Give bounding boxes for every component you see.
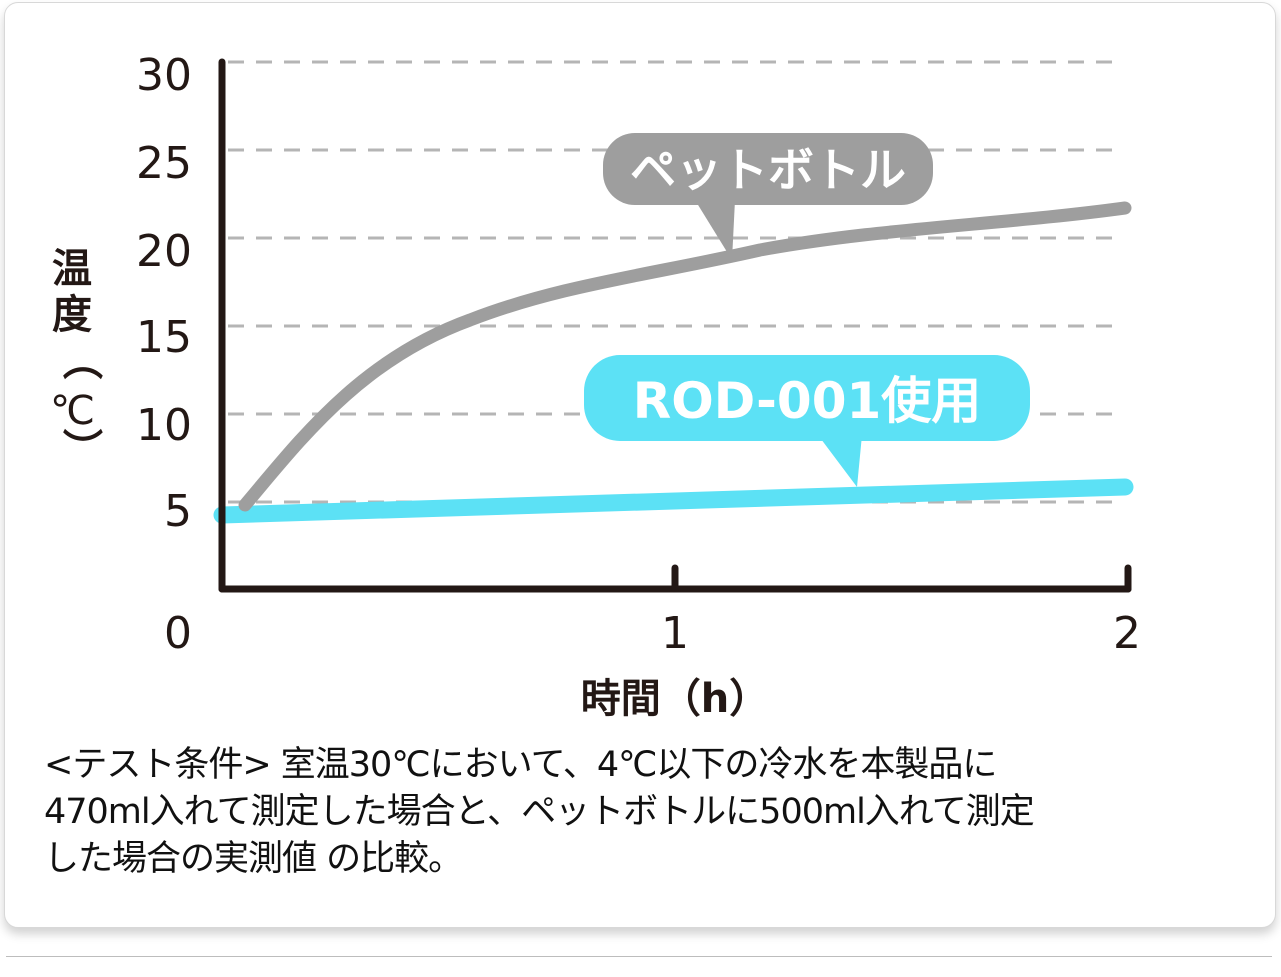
axes [218,58,1132,593]
svg-text:）: ） [58,428,104,468]
y-tick: 25 [136,138,192,189]
svg-text:（: （ [58,340,104,380]
pet-bottle-label: ペットボトル [630,143,906,197]
temperature-chart: 30 25 20 15 10 5 温 度 （ ℃ ） 0 1 2 時間（h） ペ… [50,50,1141,722]
y-tick: 15 [136,312,192,363]
svg-text:℃: ℃ [50,388,95,434]
y-tick: 5 [164,486,192,537]
rod-label: ROD-001使用 [633,372,982,430]
note-line: 470ml入れて測定した場合と、ペットボトルに500ml入れて測定 [44,792,1035,832]
y-axis-ticks: 30 25 20 15 10 5 [136,50,192,537]
x-axis-label: 時間（h） [581,676,769,722]
y-zero-tick: 0 [164,608,192,659]
x-tick: 2 [1113,608,1141,659]
y-tick: 10 [136,400,192,451]
series-rod-001 [213,478,1134,524]
rod-callout: ROD-001使用 [584,355,1030,487]
svg-text:温: 温 [52,246,92,292]
pet-bottle-callout: ペットボトル [603,133,933,260]
x-axis-ticks: 0 1 2 [164,608,1141,659]
y-tick: 30 [136,50,192,101]
y-tick: 20 [136,226,192,277]
series-pet-bottle [238,201,1132,512]
x-tick: 1 [661,608,689,659]
note-line: した場合の実測値 の比較。 [44,839,463,879]
note-line: <テスト条件> 室温30℃において、4℃以下の冷水を本製品に [44,745,997,785]
svg-text:度: 度 [52,292,92,338]
y-axis-label: 温 度 （ ℃ ） [50,246,104,468]
next-card-edge [6,956,1272,977]
test-conditions-note: <テスト条件> 室温30℃において、4℃以下の冷水を本製品に 470ml入れて測… [44,742,1254,883]
